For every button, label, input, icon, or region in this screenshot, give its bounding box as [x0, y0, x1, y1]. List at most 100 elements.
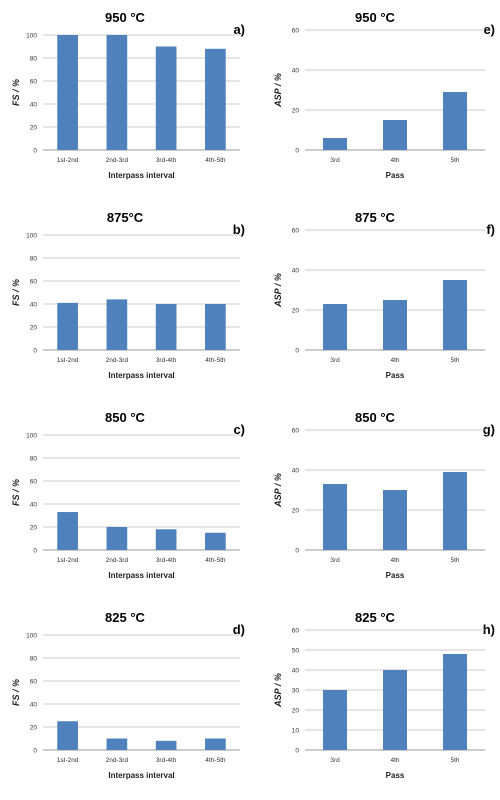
y-axis-title: ASP / %	[273, 273, 283, 308]
x-axis-title: Interpass interval	[108, 371, 174, 380]
panel-label: f)	[486, 222, 495, 237]
chart-title: 950 °C	[355, 10, 396, 25]
bar-1st-2nd	[57, 35, 78, 150]
bar-4th	[383, 120, 407, 150]
x-tick-label: 3rd	[330, 757, 340, 764]
chart-panel-d: 825 °C d) 0 20 40 60 80 100 1st-2nd 2nd-3rd 3rd-4t…	[0, 600, 250, 800]
y-tick-label: 40	[292, 67, 300, 74]
y-tick-label: 80	[30, 455, 38, 462]
bar-3rd-4th	[155, 304, 177, 350]
y-tick-label: 60	[292, 627, 300, 634]
bar-4th-5th	[205, 48, 226, 150]
y-axis-title: ASP / %	[273, 473, 283, 508]
x-tick-label: 4th	[390, 757, 399, 764]
y-tick-label: 40	[30, 701, 38, 708]
panel-label: b)	[233, 222, 245, 237]
chart-title: 825 °C	[355, 610, 396, 625]
y-tick-label: 20	[292, 707, 300, 714]
y-tick-label: 80	[30, 255, 38, 262]
bar-3rd	[323, 484, 347, 550]
y-tick-label: 0	[295, 147, 299, 154]
y-tick-label: 20	[292, 507, 300, 514]
y-tick-label: 80	[30, 655, 38, 662]
chart-title: 950 °C	[105, 10, 146, 25]
chart-c: 850 °C c) 0 20 40 60 80 100 1st-2nd 2nd-3rd 3rd-4t…	[11, 410, 245, 580]
y-tick-label: 0	[33, 147, 37, 154]
y-tick-label: 20	[292, 107, 300, 114]
bar-3rd-4th	[155, 46, 177, 150]
y-tick-label: 60	[292, 427, 300, 434]
chart-title: 875°C	[107, 210, 144, 225]
chart-h: 825 °C h) 0 10 20 30 40 50 60 3rd 4th 5th Pass ASP / …	[273, 610, 495, 780]
y-axis-title: FS / %	[11, 79, 21, 106]
y-tick-label: 80	[30, 55, 38, 62]
y-tick-label: 20	[292, 307, 300, 314]
x-tick-label: 5th	[450, 157, 459, 164]
bar-4th	[383, 300, 407, 350]
chart-g: 850 °C g) 0 20 40 60 3rd 4th 5th Pass ASP / %	[273, 410, 495, 580]
panel-label: d)	[233, 622, 245, 637]
panel-label: g)	[483, 422, 495, 437]
bar-3rd-4th	[155, 740, 177, 750]
chart-d: 825 °C d) 0 20 40 60 80 100 1st-2nd 2nd-3rd 3rd-4t…	[11, 610, 245, 780]
x-tick-label: 2nd-3rd	[106, 157, 129, 164]
y-tick-label: 0	[295, 347, 299, 354]
y-tick-label: 60	[30, 278, 38, 285]
y-axis-title: ASP / %	[273, 73, 283, 108]
x-tick-label: 3rd	[330, 157, 340, 164]
x-tick-label: 1st-2nd	[57, 357, 79, 364]
panel-label: a)	[233, 22, 245, 37]
y-tick-label: 0	[33, 747, 37, 754]
bar-2nd-3rd	[106, 35, 128, 150]
bar-2nd-3rd	[106, 299, 128, 350]
x-tick-label: 4th-5th	[205, 557, 226, 564]
bar-3rd	[323, 138, 347, 150]
y-tick-label: 100	[26, 32, 37, 39]
y-tick-label: 10	[292, 727, 300, 734]
x-axis-title: Interpass interval	[108, 771, 174, 780]
y-tick-label: 20	[30, 124, 38, 131]
x-tick-label: 4th	[390, 357, 399, 364]
chart-panel-a: 950 °C a) 0 20 40 60 80 100 1st-2nd 2nd-3rd 3rd-4t…	[0, 0, 250, 200]
chart-title: 875 °C	[355, 210, 396, 225]
x-tick-label: 4th-5th	[205, 757, 226, 764]
chart-panel-g: 850 °C g) 0 20 40 60 3rd 4th 5th Pass ASP / %	[250, 400, 500, 600]
bar-5th	[443, 92, 467, 150]
chart-panel-b: 875°C b) 0 20 40 60 80 100 1st-2nd 2nd-3rd 3rd-4th…	[0, 200, 250, 400]
x-tick-label: 1st-2nd	[57, 557, 79, 564]
x-tick-label: 3rd-4th	[156, 357, 177, 364]
chart-title: 850 °C	[105, 410, 146, 425]
x-axis-title: Pass	[386, 371, 405, 380]
chart-a: 950 °C a) 0 20 40 60 80 100 1st-2nd 2nd-3rd 3rd-4t…	[11, 10, 245, 180]
x-axis-title: Interpass interval	[108, 171, 174, 180]
y-axis-title: FS / %	[11, 679, 21, 706]
bar-4th-5th	[205, 738, 226, 750]
x-tick-label: 3rd-4th	[156, 157, 177, 164]
y-tick-label: 60	[30, 678, 38, 685]
y-tick-label: 60	[292, 227, 300, 234]
y-tick-label: 50	[292, 647, 300, 654]
x-axis-title: Interpass interval	[108, 571, 174, 580]
y-tick-label: 40	[292, 267, 300, 274]
x-tick-label: 3rd	[330, 557, 340, 564]
x-tick-label: 1st-2nd	[57, 157, 79, 164]
bar-1st-2nd	[57, 302, 78, 350]
bar-1st-2nd	[57, 721, 78, 750]
y-tick-label: 0	[295, 547, 299, 554]
y-axis-title: FS / %	[11, 479, 21, 506]
bar-4th-5th	[205, 304, 226, 350]
y-axis-title: ASP / %	[273, 673, 283, 708]
bar-5th	[443, 654, 467, 750]
y-tick-label: 40	[292, 467, 300, 474]
y-tick-label: 60	[292, 27, 300, 34]
x-tick-label: 4th-5th	[205, 357, 226, 364]
bar-4th	[383, 490, 407, 550]
x-tick-label: 3rd-4th	[156, 757, 177, 764]
x-tick-label: 3rd-4th	[156, 557, 177, 564]
x-tick-label: 3rd	[330, 357, 340, 364]
bar-5th	[443, 280, 467, 350]
y-tick-label: 20	[30, 524, 38, 531]
y-tick-label: 0	[295, 747, 299, 754]
panel-label: h)	[483, 622, 495, 637]
chart-e: 950 °C e) 0 20 40 60 3rd 4th 5th Pass ASP / %	[273, 10, 495, 180]
